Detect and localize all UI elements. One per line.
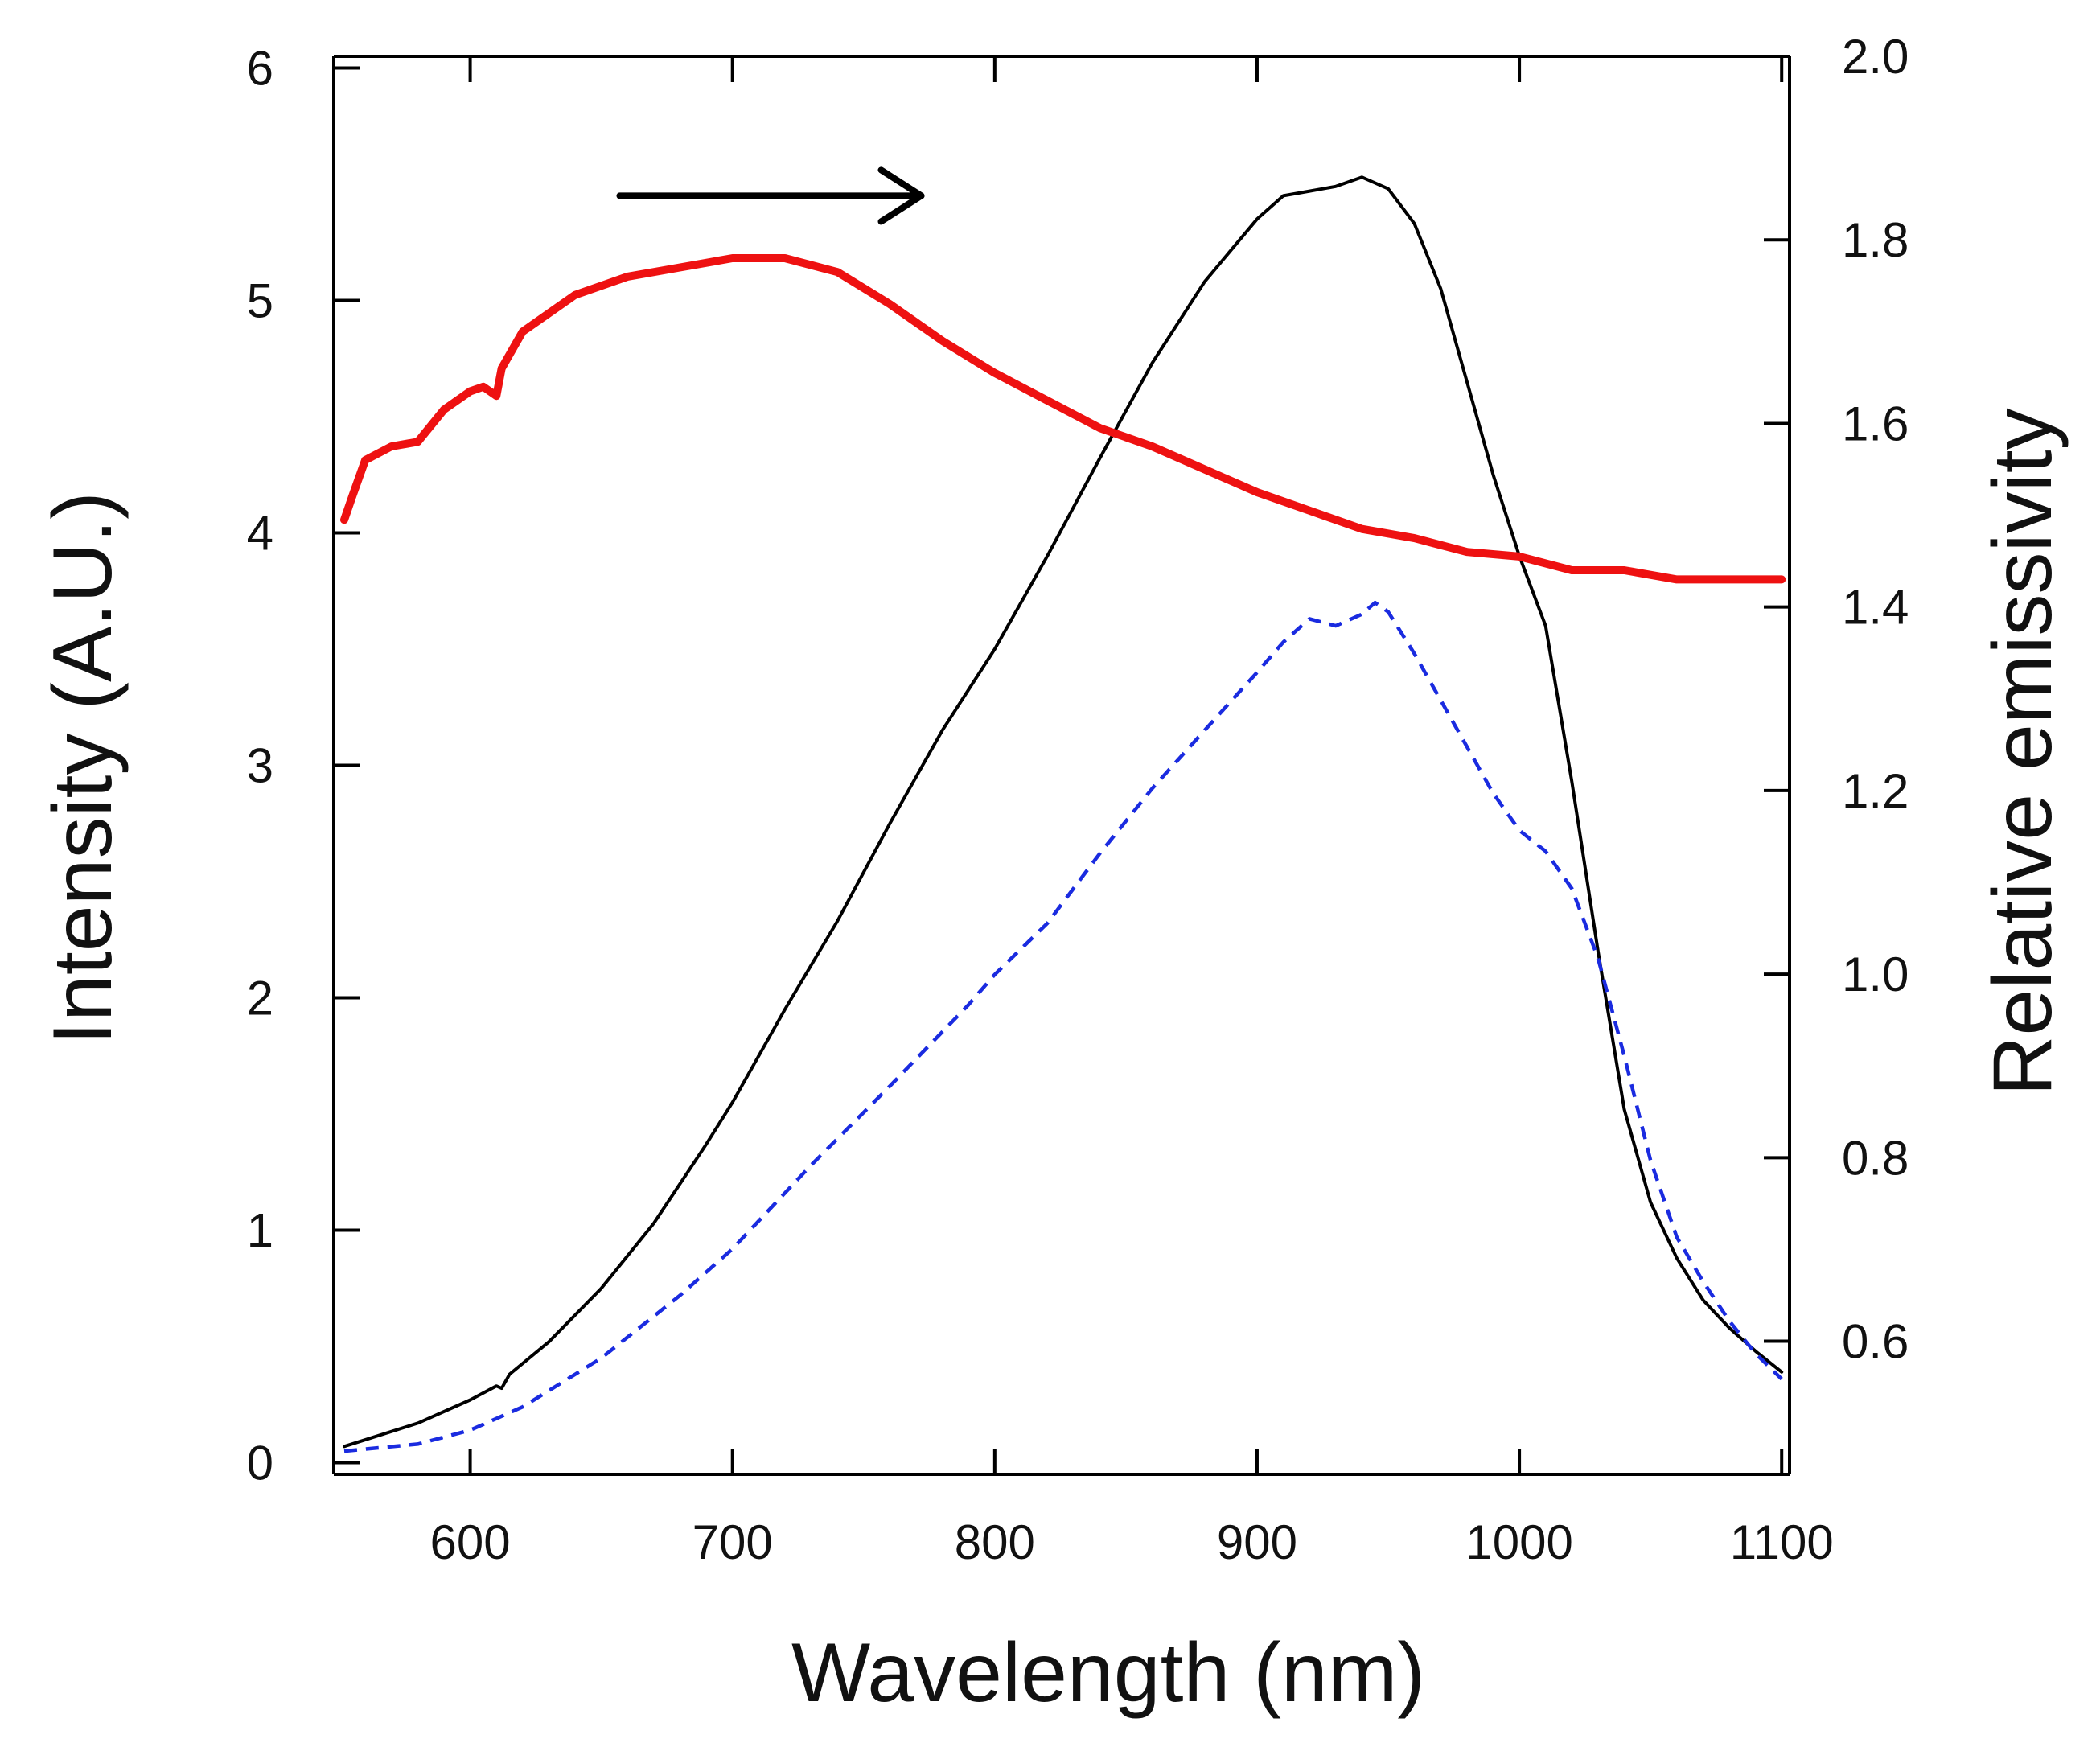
x-tick-label-2: 800 [955,1515,1035,1569]
arrow-annotation-head-0 [877,166,925,225]
series-line-relative_emissivity_red [340,254,1786,584]
y-left-tick-label-4: 4 [247,506,273,560]
y-right-tick-label-0: 0.6 [1842,1315,1909,1369]
x-tick-label-0: 600 [430,1515,511,1569]
x-tick-label-1: 700 [692,1515,773,1569]
series-line-intensity_blue_dashed [343,600,1783,1453]
x-axis-title: Wavelength (nm) [791,1626,1425,1720]
y-axis-left-title: Intensity (A.U.) [36,491,129,1045]
y-right-tick-label-1: 0.8 [1842,1131,1909,1185]
y-left-tick-label-5: 5 [247,273,273,327]
y-right-tick-label-6: 1.8 [1842,213,1909,267]
y-right-tick-label-3: 1.2 [1842,764,1909,818]
y-right-tick-label-5: 1.6 [1842,397,1909,450]
y-right-tick-label-2: 1.0 [1842,947,1909,1001]
annotation-layer [616,166,925,225]
series-line-intensity_black [343,175,1784,1449]
x-tick-label-3: 900 [1217,1515,1297,1569]
series-layer [340,175,1786,1453]
y-right-tick-label-4: 1.4 [1842,581,1909,635]
y-left-tick-label-2: 2 [247,972,273,1026]
y-left-tick-label-6: 6 [247,41,273,95]
y-left-tick-label-0: 0 [247,1437,273,1490]
y-axis-right-title: Relative emissivity [1976,408,2069,1095]
x-tick-label-5: 1100 [1730,1515,1834,1569]
y-left-tick-label-3: 3 [247,739,273,793]
axis-ticks: 600 700 800 900 1000 1100 0 1 2 3 4 5 6 0.6 0.8 1.0 1.2 1… [247,30,1909,1569]
y-right-tick-label-7: 2.0 [1842,30,1909,84]
y-left-tick-label-1: 1 [247,1204,273,1258]
x-tick-label-4: 1000 [1465,1515,1572,1569]
